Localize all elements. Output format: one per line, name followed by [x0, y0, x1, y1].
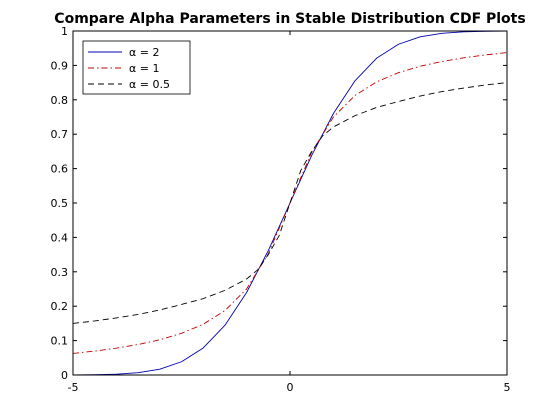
x-tick-label-1: 0 [287, 381, 294, 394]
legend-label-1: α = 1 [129, 62, 159, 75]
y-tick-label-6: 0.6 [51, 163, 69, 176]
y-tick-label-1: 0.1 [51, 335, 69, 348]
chart-title: Compare Alpha Parameters in Stable Distr… [54, 11, 525, 27]
legend-box [82, 40, 191, 95]
x-tick-label-2: 5 [504, 381, 511, 394]
y-tick-label-9: 0.9 [51, 59, 69, 72]
series-line-2 [72, 82, 508, 324]
y-tick-label-4: 0.4 [51, 231, 69, 244]
series-layer [72, 30, 508, 376]
legend: α = 2 α = 1 α = 0.5 [82, 40, 191, 95]
legend-label-2: α = 0.5 [129, 78, 170, 91]
y-tick-label-7: 0.7 [51, 128, 69, 141]
y-tick-label-8: 0.8 [51, 94, 69, 107]
legend-label-0: α = 2 [129, 46, 159, 59]
y-tick-label-0: 0 [61, 369, 68, 382]
x-tick-label-0: -5 [68, 381, 79, 394]
y-tick-label-5: 0.5 [51, 197, 69, 210]
series-line-1 [72, 52, 508, 354]
ticks-layer: -5 0 500.10.20.30.40.50.60.70.80.91 [51, 25, 511, 394]
y-tick-label-2: 0.2 [51, 300, 69, 313]
y-tick-label-3: 0.3 [51, 266, 69, 279]
y-tick-label-10: 1 [61, 25, 68, 38]
